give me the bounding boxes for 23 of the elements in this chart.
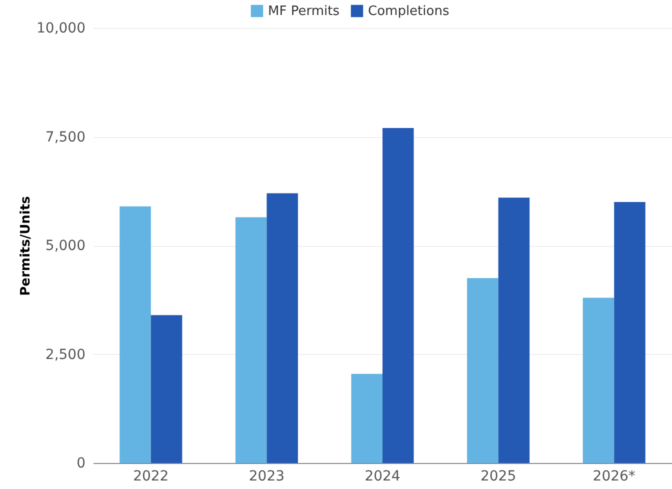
legend-label: MF Permits (268, 4, 340, 19)
bar (498, 198, 530, 463)
x-tick-label: 2023 (248, 468, 285, 484)
y-tick-label: 0 (76, 456, 86, 472)
bar (614, 202, 646, 463)
bar (351, 374, 382, 463)
bar (382, 128, 414, 463)
x-tick-label: 2025 (480, 468, 516, 484)
bar (467, 278, 498, 463)
x-tick-label: 2022 (133, 468, 169, 484)
x-tick-label: 2024 (364, 468, 400, 484)
bar (120, 206, 151, 463)
bar (235, 217, 267, 463)
legend-label: Completions (368, 4, 450, 19)
y-tick-label: 2,500 (45, 346, 86, 363)
y-tick-label: 7,500 (45, 129, 86, 146)
bar (266, 193, 298, 463)
x-tick-label: 2026* (592, 468, 636, 484)
y-axis-title: Permits/Units (18, 196, 34, 296)
y-tick-label: 10,000 (36, 20, 86, 36)
bar (150, 315, 182, 463)
y-tick-label: 5,000 (45, 238, 86, 254)
bar (582, 298, 614, 463)
